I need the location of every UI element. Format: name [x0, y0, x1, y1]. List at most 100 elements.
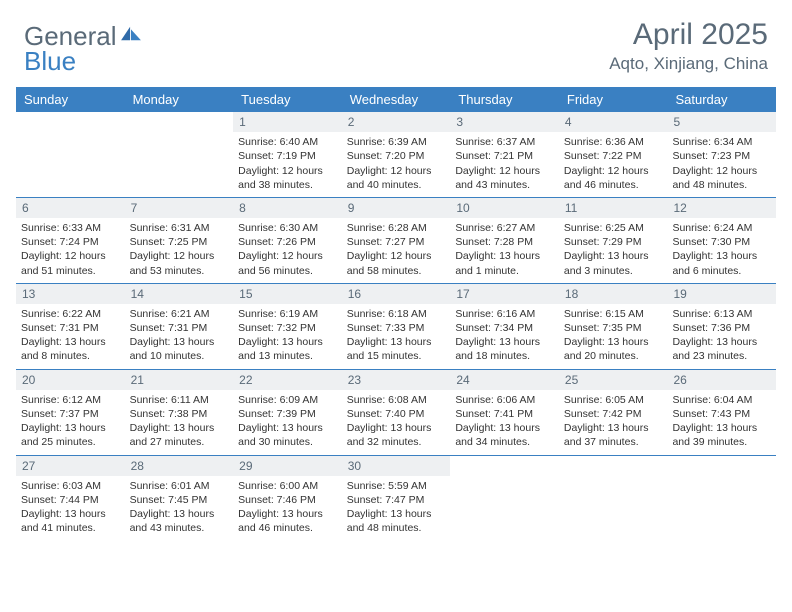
day-19: 19Sunrise: 6:13 AMSunset: 7:36 PMDayligh… — [667, 284, 776, 369]
sunrise-line: Sunrise: 6:05 AM — [564, 393, 663, 407]
sunrise-line: Sunrise: 6:19 AM — [238, 307, 337, 321]
daylight-line: Daylight: 13 hours and 8 minutes. — [21, 335, 120, 363]
day-number: 11 — [559, 198, 668, 218]
sunrise-line: Sunrise: 6:34 AM — [672, 135, 771, 149]
day-4: 4Sunrise: 6:36 AMSunset: 7:22 PMDaylight… — [559, 112, 668, 197]
daylight-line: Daylight: 13 hours and 39 minutes. — [672, 421, 771, 449]
day-empty: . — [16, 112, 125, 197]
day-body: Sunrise: 6:00 AMSunset: 7:46 PMDaylight:… — [233, 476, 342, 541]
sunset-line: Sunset: 7:44 PM — [21, 493, 120, 507]
day-number: 6 — [16, 198, 125, 218]
day-number: 18 — [559, 284, 668, 304]
day-body: Sunrise: 6:30 AMSunset: 7:26 PMDaylight:… — [233, 218, 342, 283]
sunset-line: Sunset: 7:23 PM — [672, 149, 771, 163]
day-7: 7Sunrise: 6:31 AMSunset: 7:25 PMDaylight… — [125, 198, 234, 283]
sunset-line: Sunset: 7:37 PM — [21, 407, 120, 421]
day-6: 6Sunrise: 6:33 AMSunset: 7:24 PMDaylight… — [16, 198, 125, 283]
sunset-line: Sunset: 7:29 PM — [564, 235, 663, 249]
day-9: 9Sunrise: 6:28 AMSunset: 7:27 PMDaylight… — [342, 198, 451, 283]
daylight-line: Daylight: 13 hours and 30 minutes. — [238, 421, 337, 449]
day-number: 28 — [125, 456, 234, 476]
day-24: 24Sunrise: 6:06 AMSunset: 7:41 PMDayligh… — [450, 370, 559, 455]
sunset-line: Sunset: 7:36 PM — [672, 321, 771, 335]
day-body: Sunrise: 6:18 AMSunset: 7:33 PMDaylight:… — [342, 304, 451, 369]
sunrise-line: Sunrise: 6:11 AM — [130, 393, 229, 407]
title-block: April 2025 Aqto, Xinjiang, China — [609, 18, 768, 74]
daylight-line: Daylight: 13 hours and 10 minutes. — [130, 335, 229, 363]
day-body: Sunrise: 6:40 AMSunset: 7:19 PMDaylight:… — [233, 132, 342, 197]
sunset-line: Sunset: 7:46 PM — [238, 493, 337, 507]
week-row: 6Sunrise: 6:33 AMSunset: 7:24 PMDaylight… — [16, 198, 776, 284]
sunrise-line: Sunrise: 6:03 AM — [21, 479, 120, 493]
day-18: 18Sunrise: 6:15 AMSunset: 7:35 PMDayligh… — [559, 284, 668, 369]
daylight-line: Daylight: 13 hours and 32 minutes. — [347, 421, 446, 449]
daylight-line: Daylight: 12 hours and 48 minutes. — [672, 164, 771, 192]
sunrise-line: Sunrise: 6:36 AM — [564, 135, 663, 149]
sunrise-line: Sunrise: 6:40 AM — [238, 135, 337, 149]
day-body: Sunrise: 6:19 AMSunset: 7:32 PMDaylight:… — [233, 304, 342, 369]
daylight-line: Daylight: 13 hours and 23 minutes. — [672, 335, 771, 363]
day-28: 28Sunrise: 6:01 AMSunset: 7:45 PMDayligh… — [125, 456, 234, 541]
sunrise-line: Sunrise: 6:06 AM — [455, 393, 554, 407]
day-23: 23Sunrise: 6:08 AMSunset: 7:40 PMDayligh… — [342, 370, 451, 455]
day-3: 3Sunrise: 6:37 AMSunset: 7:21 PMDaylight… — [450, 112, 559, 197]
logo: GeneralBlue — [24, 18, 143, 77]
sunrise-line: Sunrise: 6:27 AM — [455, 221, 554, 235]
week-row: 13Sunrise: 6:22 AMSunset: 7:31 PMDayligh… — [16, 284, 776, 370]
sunset-line: Sunset: 7:32 PM — [238, 321, 337, 335]
day-29: 29Sunrise: 6:00 AMSunset: 7:46 PMDayligh… — [233, 456, 342, 541]
sunrise-line: Sunrise: 6:21 AM — [130, 307, 229, 321]
day-15: 15Sunrise: 6:19 AMSunset: 7:32 PMDayligh… — [233, 284, 342, 369]
sunset-line: Sunset: 7:45 PM — [130, 493, 229, 507]
sunrise-line: Sunrise: 6:04 AM — [672, 393, 771, 407]
sunrise-line: Sunrise: 6:09 AM — [238, 393, 337, 407]
day-number: 21 — [125, 370, 234, 390]
daylight-line: Daylight: 13 hours and 48 minutes. — [347, 507, 446, 535]
dow-friday: Friday — [559, 87, 668, 112]
sunset-line: Sunset: 7:24 PM — [21, 235, 120, 249]
day-25: 25Sunrise: 6:05 AMSunset: 7:42 PMDayligh… — [559, 370, 668, 455]
day-number: 16 — [342, 284, 451, 304]
day-number: 15 — [233, 284, 342, 304]
day-20: 20Sunrise: 6:12 AMSunset: 7:37 PMDayligh… — [16, 370, 125, 455]
day-number: 1 — [233, 112, 342, 132]
dow-row: SundayMondayTuesdayWednesdayThursdayFrid… — [16, 87, 776, 112]
daylight-line: Daylight: 13 hours and 46 minutes. — [238, 507, 337, 535]
day-number: 24 — [450, 370, 559, 390]
day-body: Sunrise: 6:39 AMSunset: 7:20 PMDaylight:… — [342, 132, 451, 197]
sunset-line: Sunset: 7:35 PM — [564, 321, 663, 335]
sunrise-line: Sunrise: 6:16 AM — [455, 307, 554, 321]
day-body: Sunrise: 6:31 AMSunset: 7:25 PMDaylight:… — [125, 218, 234, 283]
daylight-line: Daylight: 13 hours and 43 minutes. — [130, 507, 229, 535]
day-10: 10Sunrise: 6:27 AMSunset: 7:28 PMDayligh… — [450, 198, 559, 283]
day-body: Sunrise: 6:36 AMSunset: 7:22 PMDaylight:… — [559, 132, 668, 197]
day-empty: . — [450, 456, 559, 541]
sunset-line: Sunset: 7:20 PM — [347, 149, 446, 163]
sunset-line: Sunset: 7:25 PM — [130, 235, 229, 249]
day-body: Sunrise: 6:34 AMSunset: 7:23 PMDaylight:… — [667, 132, 776, 197]
month-title: April 2025 — [609, 18, 768, 52]
location: Aqto, Xinjiang, China — [609, 54, 768, 74]
sunrise-line: Sunrise: 6:25 AM — [564, 221, 663, 235]
logo-sails-icon — [119, 18, 143, 49]
daylight-line: Daylight: 13 hours and 41 minutes. — [21, 507, 120, 535]
day-body: Sunrise: 6:08 AMSunset: 7:40 PMDaylight:… — [342, 390, 451, 455]
day-body: Sunrise: 6:22 AMSunset: 7:31 PMDaylight:… — [16, 304, 125, 369]
sunrise-line: Sunrise: 6:37 AM — [455, 135, 554, 149]
day-5: 5Sunrise: 6:34 AMSunset: 7:23 PMDaylight… — [667, 112, 776, 197]
day-number: 27 — [16, 456, 125, 476]
day-12: 12Sunrise: 6:24 AMSunset: 7:30 PMDayligh… — [667, 198, 776, 283]
dow-saturday: Saturday — [667, 87, 776, 112]
sunrise-line: Sunrise: 6:13 AM — [672, 307, 771, 321]
day-number: 10 — [450, 198, 559, 218]
day-empty: . — [125, 112, 234, 197]
sunset-line: Sunset: 7:42 PM — [564, 407, 663, 421]
day-2: 2Sunrise: 6:39 AMSunset: 7:20 PMDaylight… — [342, 112, 451, 197]
day-body: Sunrise: 6:03 AMSunset: 7:44 PMDaylight:… — [16, 476, 125, 541]
daylight-line: Daylight: 13 hours and 6 minutes. — [672, 249, 771, 277]
day-body: Sunrise: 6:05 AMSunset: 7:42 PMDaylight:… — [559, 390, 668, 455]
day-1: 1Sunrise: 6:40 AMSunset: 7:19 PMDaylight… — [233, 112, 342, 197]
daylight-line: Daylight: 12 hours and 56 minutes. — [238, 249, 337, 277]
daylight-line: Daylight: 12 hours and 51 minutes. — [21, 249, 120, 277]
daylight-line: Daylight: 12 hours and 38 minutes. — [238, 164, 337, 192]
